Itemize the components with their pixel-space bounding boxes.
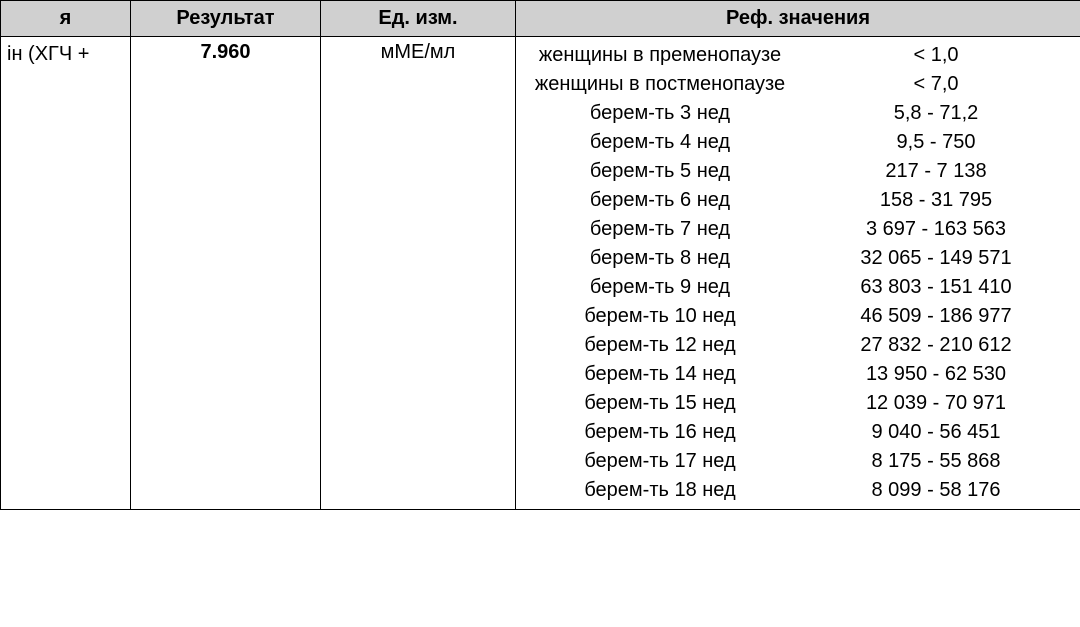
test-name-line: ін (ХГЧ +	[7, 43, 89, 65]
reference-row: берем-ть 3 нед5,8 - 71,2	[522, 99, 1074, 128]
table-row: ін (ХГЧ + 7.960 мМЕ/мл женщины в премено…	[1, 37, 1080, 510]
reference-row: женщины в постменопаузе< 7,0	[522, 70, 1074, 99]
reference-label: женщины в пременопаузе	[522, 41, 798, 70]
reference-value: 8 099 - 58 176	[798, 476, 1074, 505]
header-unit: Ед. изм.	[321, 1, 516, 37]
cell-result: 7.960	[131, 37, 321, 510]
reference-row: берем-ть 12 нед27 832 - 210 612	[522, 331, 1074, 360]
reference-label: берем-ть 9 нед	[522, 273, 798, 302]
reference-value: 9 040 - 56 451	[798, 418, 1074, 447]
reference-row: берем-ть 15 нед12 039 - 70 971	[522, 389, 1074, 418]
reference-value: 8 175 - 55 868	[798, 447, 1074, 476]
cell-reference-values: женщины в пременопаузе< 1,0женщины в пос…	[516, 37, 1080, 510]
reference-row: берем-ть 7 нед3 697 - 163 563	[522, 215, 1074, 244]
reference-value: 217 - 7 138	[798, 157, 1074, 186]
reference-values-list: женщины в пременопаузе< 1,0женщины в пос…	[522, 41, 1074, 505]
reference-value: 5,8 - 71,2	[798, 99, 1074, 128]
reference-label: берем-ть 17 нед	[522, 447, 798, 476]
reference-row: берем-ть 10 нед46 509 - 186 977	[522, 302, 1074, 331]
cell-test-name: ін (ХГЧ +	[1, 37, 131, 510]
reference-row: берем-ть 9 нед63 803 - 151 410	[522, 273, 1074, 302]
reference-value: 13 950 - 62 530	[798, 360, 1074, 389]
reference-label: берем-ть 7 нед	[522, 215, 798, 244]
reference-label: берем-ть 6 нед	[522, 186, 798, 215]
lab-results-table: я Результат Ед. изм. Реф. значения ін (Х…	[0, 0, 1080, 510]
reference-label: берем-ть 3 нед	[522, 99, 798, 128]
header-ref: Реф. значения	[516, 1, 1080, 37]
reference-value: 46 509 - 186 977	[798, 302, 1074, 331]
header-name: я	[1, 1, 131, 37]
reference-label: берем-ть 8 нед	[522, 244, 798, 273]
reference-value: < 1,0	[798, 41, 1074, 70]
reference-label: берем-ть 14 нед	[522, 360, 798, 389]
header-result: Результат	[131, 1, 321, 37]
reference-row: берем-ть 14 нед13 950 - 62 530	[522, 360, 1074, 389]
reference-row: берем-ть 4 нед9,5 - 750	[522, 128, 1074, 157]
reference-value: 9,5 - 750	[798, 128, 1074, 157]
reference-label: женщины в постменопаузе	[522, 70, 798, 99]
lab-report-page: я Результат Ед. изм. Реф. значения ін (Х…	[0, 0, 1080, 627]
table-header: я Результат Ед. изм. Реф. значения	[1, 1, 1080, 37]
reference-row: берем-ть 8 нед32 065 - 149 571	[522, 244, 1074, 273]
reference-row: берем-ть 5 нед217 - 7 138	[522, 157, 1074, 186]
reference-value: 63 803 - 151 410	[798, 273, 1074, 302]
reference-row: берем-ть 16 нед9 040 - 56 451	[522, 418, 1074, 447]
reference-row: берем-ть 6 нед158 - 31 795	[522, 186, 1074, 215]
reference-value: < 7,0	[798, 70, 1074, 99]
reference-value: 12 039 - 70 971	[798, 389, 1074, 418]
reference-label: берем-ть 12 нед	[522, 331, 798, 360]
reference-value: 27 832 - 210 612	[798, 331, 1074, 360]
reference-value: 158 - 31 795	[798, 186, 1074, 215]
reference-value: 32 065 - 149 571	[798, 244, 1074, 273]
reference-row: берем-ть 18 нед8 099 - 58 176	[522, 476, 1074, 505]
reference-label: берем-ть 15 нед	[522, 389, 798, 418]
cell-unit: мМЕ/мл	[321, 37, 516, 510]
reference-label: берем-ть 10 нед	[522, 302, 798, 331]
reference-row: берем-ть 17 нед8 175 - 55 868	[522, 447, 1074, 476]
reference-value: 3 697 - 163 563	[798, 215, 1074, 244]
reference-label: берем-ть 5 нед	[522, 157, 798, 186]
reference-label: берем-ть 16 нед	[522, 418, 798, 447]
reference-row: женщины в пременопаузе< 1,0	[522, 41, 1074, 70]
reference-label: берем-ть 18 нед	[522, 476, 798, 505]
table-header-row: я Результат Ед. изм. Реф. значения	[1, 1, 1080, 37]
reference-label: берем-ть 4 нед	[522, 128, 798, 157]
